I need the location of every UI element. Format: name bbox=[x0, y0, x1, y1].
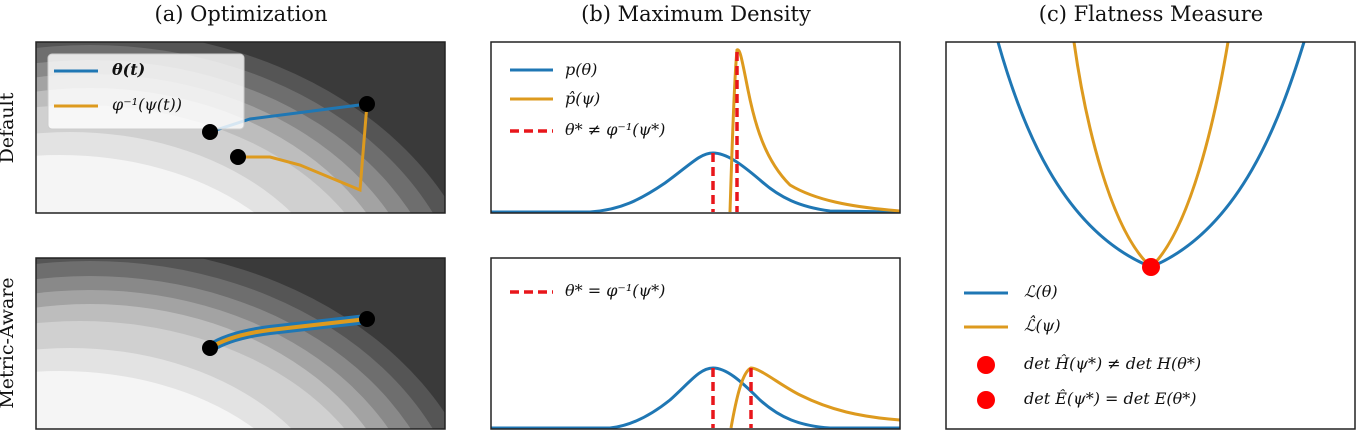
legend-mode-match: θ* = φ⁻¹(ψ*) bbox=[565, 281, 666, 300]
minimum-marker bbox=[1142, 258, 1160, 276]
end-marker bbox=[359, 96, 375, 112]
end-marker bbox=[359, 311, 375, 327]
density-plot-default bbox=[491, 42, 900, 213]
title-maximum-density: (b) Maximum Density bbox=[581, 2, 811, 26]
title-flatness-measure: (c) Flatness Measure bbox=[1038, 2, 1264, 26]
start-marker bbox=[202, 340, 218, 356]
legend-p-theta: p(θ) bbox=[565, 60, 598, 79]
start-marker bbox=[202, 124, 218, 140]
psi-trajectory-line bbox=[238, 103, 369, 193]
contour-plot-metric-aware bbox=[36, 258, 445, 429]
title-optimization: (a) Optimization bbox=[154, 2, 328, 26]
legend-theta-trajectory: θ(t) bbox=[112, 60, 146, 79]
contour-plot-default bbox=[36, 42, 445, 213]
legend-loss-theta: ℒ(θ) bbox=[1024, 282, 1058, 301]
legend-hessian-det: det Ĥ(ψ*) ≠ det H(θ*) bbox=[1024, 354, 1202, 373]
density-plot-metric-aware bbox=[491, 258, 900, 429]
legend-metric-det: det Ê(ψ*) = det E(θ*) bbox=[1024, 389, 1197, 408]
legend-psi-trajectory: φ⁻¹(ψ(t)) bbox=[112, 95, 183, 114]
start-marker bbox=[230, 149, 246, 165]
legend-mode-mismatch: θ* ≠ φ⁻¹(ψ*) bbox=[565, 120, 666, 139]
legend-loss-hat-psi: ℒ̂(ψ) bbox=[1024, 316, 1061, 335]
legend-p-hat-psi: p̂(ψ) bbox=[565, 89, 601, 108]
flatness-plot bbox=[946, 42, 1355, 429]
